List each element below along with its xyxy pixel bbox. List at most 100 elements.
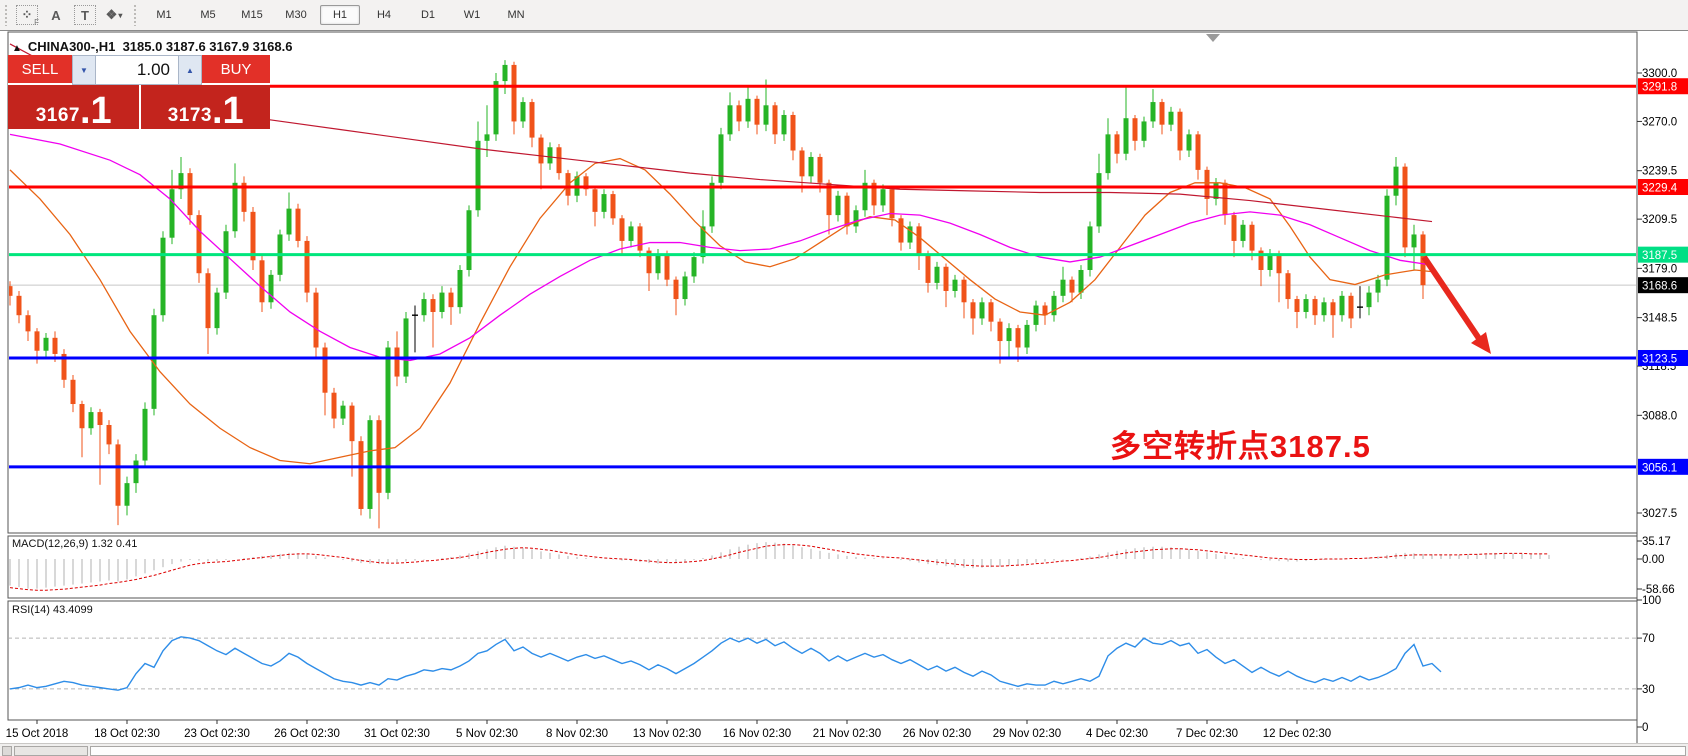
timeframe-button-m30[interactable]: M30: [285, 9, 307, 21]
candle-body: [1168, 111, 1174, 125]
date-tick-label: 12 Dec 02:30: [1263, 728, 1331, 740]
candle-body: [1051, 295, 1057, 316]
candle-body: [709, 182, 715, 227]
candle-body: [637, 226, 643, 251]
macd-layer: [9, 542, 1550, 591]
candle-body: [1186, 134, 1192, 151]
date-tick-label: 26 Nov 02:30: [903, 728, 971, 740]
candle-body: [619, 218, 625, 241]
date-tick-label: 7 Dec 02:30: [1176, 728, 1238, 740]
candle-body: [502, 64, 508, 82]
candle-body: [466, 210, 472, 270]
price-tick-label: 3209.5: [1642, 214, 1677, 226]
candle-body: [943, 266, 949, 291]
price-badge-text: 3056.1: [1642, 462, 1677, 474]
candle-body: [1285, 273, 1291, 300]
ma-fast-line: [9, 157, 1433, 465]
macd-indicator-label: MACD(12,26,9) 1.32 0.41: [12, 538, 138, 550]
date-tick-label: 29 Nov 02:30: [993, 728, 1061, 740]
chinese-annotation-text[interactable]: 多空转折点3187.5: [1110, 429, 1371, 464]
text-label-icon[interactable]: A: [51, 7, 61, 23]
candle-body: [583, 176, 589, 190]
candle-body: [106, 425, 112, 445]
timeframe-button-h4[interactable]: H4: [376, 9, 392, 21]
candle-body: [259, 260, 265, 303]
toolbar-grip[interactable]: [4, 4, 9, 26]
timeframe-button-m1[interactable]: M1: [156, 9, 172, 21]
buy-button[interactable]: BUY: [202, 55, 270, 85]
candle-body: [529, 102, 535, 138]
date-tick-label: 8 Nov 02:30: [546, 728, 608, 740]
buy-price-display[interactable]: 3173 .1: [141, 85, 270, 130]
candle-body: [169, 189, 175, 238]
price-badge-text: 3187.5: [1642, 250, 1677, 262]
sell-price-last-digit: .1: [79, 90, 112, 132]
candle-body: [1321, 302, 1327, 316]
rsi-tick-label: 30: [1642, 684, 1655, 696]
candle-body: [1330, 302, 1336, 316]
crosshair-cursor-icon[interactable]: ⁘ F: [16, 5, 39, 27]
annotation-arrow-line[interactable]: [1421, 255, 1485, 345]
sell-price-display[interactable]: 3167 .1: [8, 85, 142, 132]
chart-shift-marker[interactable]: [1206, 34, 1220, 42]
candle-body: [457, 269, 463, 308]
chart-canvas[interactable]: 3300.03270.03239.53209.53179.03148.53118…: [0, 31, 1688, 744]
rsi-tick-label: 70: [1642, 633, 1655, 645]
candle-body: [556, 147, 562, 174]
date-tick-label: 21 Nov 02:30: [813, 728, 881, 740]
rsi-layer: [9, 636, 1636, 691]
candle-body: [61, 353, 67, 380]
timeframe-button-mn[interactable]: MN: [507, 9, 525, 21]
price-badge-text: 3229.4: [1642, 182, 1678, 194]
candle-body: [772, 105, 778, 135]
candle-body: [493, 81, 499, 135]
price-badge-3168.6: [1638, 277, 1688, 294]
text-box-icon[interactable]: T: [74, 5, 96, 25]
one-click-collapse-icon[interactable]: ▲: [12, 43, 22, 54]
candle-body: [700, 226, 706, 258]
candle-body: [79, 404, 85, 429]
candle-body: [547, 147, 553, 164]
candle-body: [754, 98, 760, 125]
candle-body: [1366, 292, 1372, 308]
timeframe-button-d1[interactable]: D1: [420, 9, 436, 21]
date-tick-label: 5 Nov 02:30: [456, 728, 518, 740]
candle-body: [421, 299, 427, 316]
price-tick-label: 3027.5: [1642, 508, 1677, 520]
volume-increase-button[interactable]: ▲: [178, 55, 202, 85]
price-tick-label: 3270.0: [1642, 116, 1677, 128]
candle-body: [484, 134, 490, 141]
candle-body: [1042, 305, 1048, 316]
shapes-objects-icon[interactable]: ❖ ▾: [105, 7, 123, 22]
candle-body: [376, 420, 382, 493]
toolbar-grip-2[interactable]: [133, 4, 138, 26]
candle-body: [1240, 224, 1246, 241]
candle-body: [835, 195, 841, 216]
volume-decrease-button[interactable]: ▼: [72, 55, 96, 85]
timeframe-button-h1[interactable]: H1: [320, 5, 360, 25]
candle-body: [763, 105, 769, 125]
volume-input[interactable]: 1.00: [96, 55, 178, 85]
chart-title: ▲ CHINA300-,H1 3185.0 3187.6 3167.9 3168.…: [12, 39, 292, 54]
one-click-trade-panel: SELL ▼ 1.00 ▲ BUY 3167 .1 3173 .1: [8, 55, 270, 132]
candle-body: [691, 257, 697, 277]
timeframe-buttons-group: M1 M5 M15 M30 H1 H4 D1 W1 MN: [142, 5, 538, 25]
candle-body: [430, 299, 436, 312]
candle-body: [214, 292, 220, 329]
main-panel: [7, 31, 1638, 534]
candle-body: [1276, 253, 1282, 274]
candle-body: [898, 218, 904, 243]
candle-body: [1024, 324, 1030, 348]
timeframe-button-w1[interactable]: W1: [463, 9, 481, 21]
candle-body: [313, 292, 319, 348]
candle-body: [34, 331, 40, 351]
candle-body: [790, 114, 796, 151]
timeframe-button-m5[interactable]: M5: [200, 9, 216, 21]
axis-column: [1637, 32, 1688, 743]
candle-body: [1213, 182, 1219, 199]
ohlc-quote: 3185.0 3187.6 3167.9 3168.6: [122, 39, 293, 54]
candle-body: [736, 105, 742, 122]
sell-button[interactable]: SELL: [8, 55, 72, 85]
timeframe-button-m15[interactable]: M15: [241, 9, 263, 21]
candle-body: [916, 226, 922, 254]
